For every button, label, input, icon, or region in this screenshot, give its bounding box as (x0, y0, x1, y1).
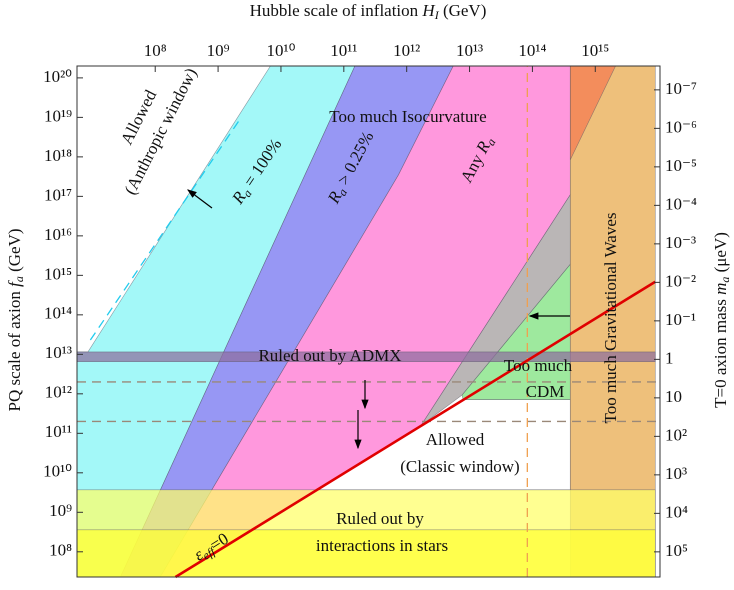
y2-tick-label: 10⁻⁷ (665, 79, 697, 98)
y-tick-label: 10⁸ (49, 541, 72, 560)
x-tick-label: 10¹⁴ (518, 41, 546, 60)
y2-tick-label: 1 (665, 348, 674, 367)
y2-tick-label: 10² (665, 425, 687, 444)
y-tick-label: 10¹⁵ (44, 264, 72, 283)
y-tick-label: 10¹⁰ (43, 462, 72, 481)
annotation: CDM (526, 382, 565, 401)
boundary-line (174, 280, 656, 579)
regions (76, 65, 656, 578)
x-tick-label: 10¹⁵ (581, 41, 609, 60)
label-run: PQ scale of axion (5, 287, 24, 412)
y2-tick-label: 10⁵ (665, 541, 688, 560)
label-run: m (711, 283, 730, 295)
y-tick-label: 10¹³ (45, 343, 72, 362)
y2-tick-label: 10 (665, 387, 682, 406)
label-run: a (718, 277, 732, 283)
y2-tick-label: 10⁻⁶ (665, 117, 697, 136)
label-run: f (5, 280, 24, 287)
ticks: 10⁸ 10⁹ 10¹⁰ 10¹¹ 10¹² 10¹³ 10¹⁴ 10¹⁵ 10⁸ 10⁹ 10¹⁰… (43, 41, 697, 560)
label-run: (GeV) (5, 228, 24, 276)
arrow (187, 189, 213, 209)
y-tick-label: 10¹⁹ (44, 106, 72, 125)
y2-axis-label: T=0 axion mass ma (μeV) (711, 232, 732, 408)
x-tick-label: 10¹² (393, 41, 420, 60)
label-run: Hubble scale of inflation (250, 1, 423, 20)
y-tick-label: 10¹⁶ (44, 225, 72, 244)
y2-tick-label: 10⁻² (665, 271, 696, 290)
annotation: Ruled out by ADMX (258, 346, 401, 365)
y-tick-label: 10⁹ (49, 501, 72, 520)
x-tick-label: 10¹¹ (330, 41, 357, 60)
annotation: Allowed (426, 430, 485, 449)
label-run: I (434, 8, 440, 22)
y-tick-label: 10¹¹ (45, 422, 72, 441)
label-run: a (335, 186, 350, 198)
annotation: Too much (504, 356, 573, 375)
y2-tick-label: 10³ (665, 464, 687, 483)
plot-frame (76, 65, 661, 578)
y2-tick-label: 10⁻⁴ (665, 194, 697, 213)
x-axis-label: Hubble scale of inflation HI (GeV) (250, 1, 487, 22)
y-tick-label: 10¹⁸ (44, 146, 72, 165)
y2-tick-label: 10⁻³ (665, 233, 696, 252)
label-run: H (421, 1, 436, 20)
annotation: Ruled out by (336, 509, 424, 528)
y-tick-label: 10²⁰ (43, 67, 72, 86)
y-tick-label: 10¹⁷ (44, 185, 72, 204)
y2-tick-label: 10⁻¹ (665, 310, 696, 329)
x-tick-label: 10⁹ (207, 41, 230, 60)
y-tick-label: 10¹⁴ (44, 304, 72, 323)
lines (77, 66, 660, 579)
x-tick-label: 10¹⁰ (266, 41, 295, 60)
y2-tick-label: 10⁻⁵ (665, 156, 697, 175)
x-tick-label: 10⁸ (144, 41, 167, 60)
label-run: (μeV) (711, 232, 730, 277)
y-axis-label: PQ scale of axion fa (GeV) (5, 228, 26, 411)
arrows (187, 189, 570, 450)
annotation: Too much Isocurvature (329, 107, 486, 126)
y2-tick-label: 10⁴ (665, 502, 688, 521)
label-run: a (12, 276, 26, 282)
annotation: Too much Gravitational Waves (601, 213, 620, 424)
label-run: T=0 axion mass (711, 295, 730, 408)
annotation: interactions in stars (316, 536, 448, 555)
annotation: (Classic window) (400, 457, 519, 476)
y-tick-label: 10¹² (45, 383, 72, 402)
label-run: (GeV) (439, 1, 487, 20)
label-run: a (483, 136, 498, 148)
x-tick-label: 10¹³ (456, 41, 483, 60)
